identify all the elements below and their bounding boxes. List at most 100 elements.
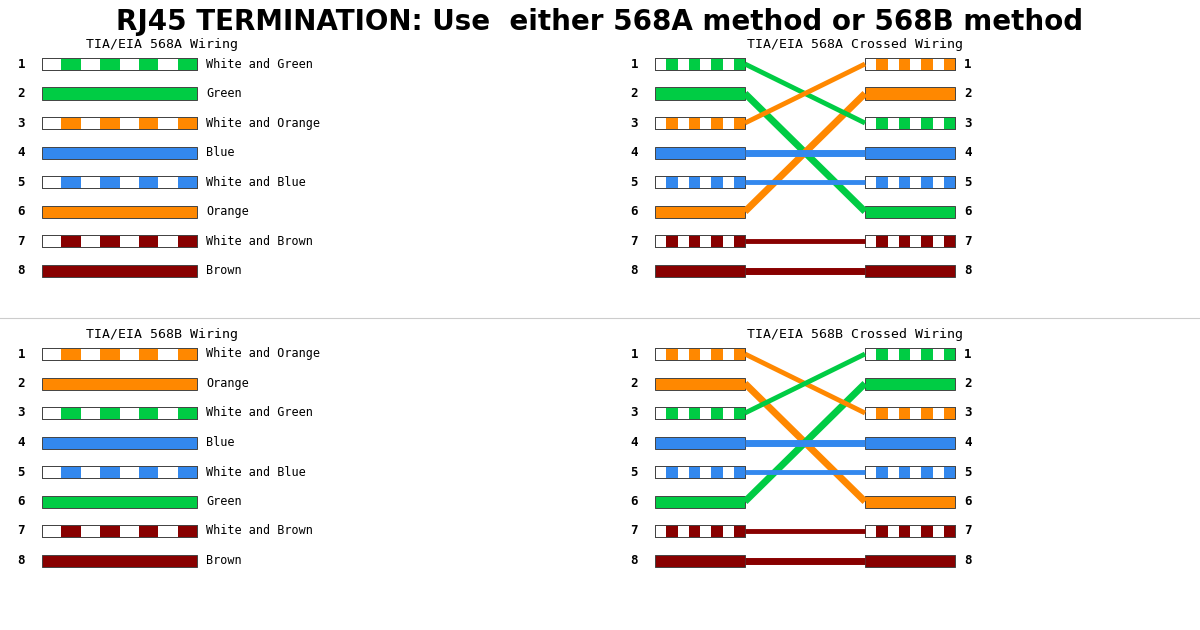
- Bar: [689, 466, 700, 478]
- Bar: [865, 117, 955, 129]
- Text: 5: 5: [630, 466, 638, 479]
- Bar: [865, 176, 955, 188]
- Bar: [42, 525, 197, 537]
- Bar: [42, 377, 197, 389]
- Bar: [922, 407, 932, 419]
- Bar: [666, 407, 678, 419]
- Bar: [689, 348, 700, 360]
- Bar: [733, 466, 745, 478]
- Bar: [899, 466, 910, 478]
- Text: Orange: Orange: [206, 377, 248, 390]
- Bar: [61, 58, 80, 70]
- Text: 7: 7: [964, 525, 972, 537]
- Bar: [943, 348, 955, 360]
- Bar: [876, 235, 888, 247]
- Bar: [876, 58, 888, 70]
- Text: White and Blue: White and Blue: [206, 466, 306, 479]
- Text: 6: 6: [18, 205, 25, 218]
- Bar: [666, 466, 678, 478]
- Text: 2: 2: [18, 87, 25, 100]
- Bar: [139, 407, 158, 419]
- Text: 7: 7: [964, 234, 972, 248]
- Text: 7: 7: [18, 234, 25, 248]
- Bar: [922, 348, 932, 360]
- Text: 6: 6: [630, 495, 638, 508]
- Bar: [865, 466, 955, 478]
- Bar: [100, 235, 120, 247]
- Bar: [689, 117, 700, 129]
- Bar: [42, 407, 197, 419]
- Bar: [178, 58, 197, 70]
- Text: 8: 8: [630, 264, 638, 277]
- Bar: [865, 235, 955, 247]
- Bar: [689, 58, 700, 70]
- Bar: [42, 348, 197, 360]
- Bar: [865, 407, 955, 419]
- Bar: [899, 407, 910, 419]
- Bar: [865, 525, 955, 537]
- Bar: [100, 348, 120, 360]
- Bar: [178, 466, 197, 478]
- Bar: [922, 176, 932, 188]
- Bar: [139, 348, 158, 360]
- Bar: [655, 176, 745, 188]
- Bar: [61, 117, 80, 129]
- Bar: [922, 58, 932, 70]
- Bar: [666, 235, 678, 247]
- Bar: [943, 466, 955, 478]
- Bar: [865, 117, 955, 129]
- Bar: [42, 235, 197, 247]
- Bar: [712, 348, 722, 360]
- Bar: [139, 525, 158, 537]
- Bar: [655, 176, 745, 188]
- Bar: [712, 235, 722, 247]
- Bar: [865, 348, 955, 360]
- Bar: [655, 554, 745, 566]
- Bar: [876, 117, 888, 129]
- Text: 3: 3: [630, 117, 638, 130]
- Bar: [61, 176, 80, 188]
- Text: Green: Green: [206, 495, 241, 508]
- Bar: [42, 117, 197, 129]
- Bar: [666, 348, 678, 360]
- Bar: [733, 176, 745, 188]
- Text: 8: 8: [630, 554, 638, 567]
- Bar: [943, 117, 955, 129]
- Bar: [655, 525, 745, 537]
- Bar: [655, 147, 745, 159]
- Text: 5: 5: [964, 176, 972, 188]
- Text: 8: 8: [18, 264, 25, 277]
- Text: 5: 5: [964, 466, 972, 479]
- Bar: [733, 525, 745, 537]
- Bar: [865, 205, 955, 217]
- Text: 4: 4: [630, 436, 638, 449]
- Bar: [712, 58, 722, 70]
- Bar: [943, 58, 955, 70]
- Bar: [178, 348, 197, 360]
- Bar: [865, 235, 955, 247]
- Bar: [865, 58, 955, 70]
- Bar: [689, 407, 700, 419]
- Bar: [42, 265, 197, 277]
- Bar: [922, 525, 932, 537]
- Bar: [899, 525, 910, 537]
- Bar: [712, 407, 722, 419]
- Bar: [42, 407, 197, 419]
- Text: Green: Green: [206, 87, 241, 100]
- Text: Blue: Blue: [206, 146, 234, 159]
- Bar: [139, 117, 158, 129]
- Bar: [712, 117, 722, 129]
- Bar: [666, 176, 678, 188]
- Bar: [100, 525, 120, 537]
- Text: White and Orange: White and Orange: [206, 348, 320, 360]
- Bar: [865, 554, 955, 566]
- Bar: [865, 147, 955, 159]
- Text: 4: 4: [630, 146, 638, 159]
- Text: 4: 4: [18, 436, 25, 449]
- Bar: [61, 466, 80, 478]
- Bar: [100, 407, 120, 419]
- Bar: [42, 466, 197, 478]
- Bar: [865, 377, 955, 389]
- Text: 7: 7: [630, 234, 638, 248]
- Bar: [655, 235, 745, 247]
